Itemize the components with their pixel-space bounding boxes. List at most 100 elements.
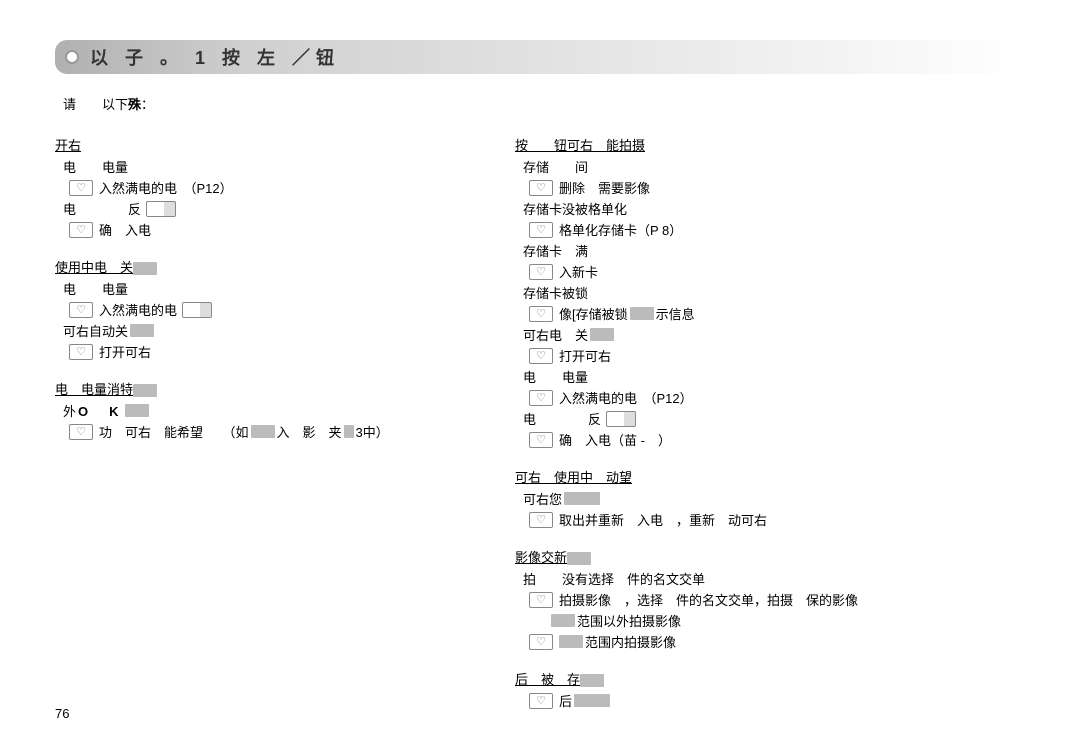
right-s3-head: 影像交新 xyxy=(515,547,1025,566)
intro-bold: 殊 xyxy=(128,97,141,112)
left-s1-l4: 确 入电 xyxy=(69,220,475,239)
right-s1-l5: 存储卡 满 xyxy=(523,241,1025,260)
right-s2-head: 可右 使用中 动望 xyxy=(515,467,1025,486)
heart-icon xyxy=(529,512,553,528)
heart-icon xyxy=(69,424,93,440)
left-s2-l4: 打开可右 xyxy=(69,342,475,361)
text: 像[存储被锁 xyxy=(559,304,628,323)
right-s3-l2: 拍摄影像 ，选择 件的名文交单，拍摄 保的影像 xyxy=(529,590,1025,609)
text: 格单化存储卡（P 8） xyxy=(559,220,682,239)
right-s1-l7: 存储卡被锁 xyxy=(523,283,1025,302)
text: 电 反 xyxy=(523,409,601,428)
right-s2-l1: 可右您 xyxy=(523,489,1025,508)
left-s3-head: 电 电量消特 xyxy=(55,379,475,398)
smudge xyxy=(251,425,275,438)
text: 电 电量 xyxy=(63,157,128,176)
right-s4-head: 后 被 存 xyxy=(515,669,1025,688)
smudge xyxy=(344,425,354,438)
heart-icon xyxy=(529,592,553,608)
header-title: 以 子 。 1 按 左 ／钮 xyxy=(90,48,340,68)
right-s1-l3: 存储卡没被格单化 xyxy=(523,199,1025,218)
heart-icon xyxy=(69,344,93,360)
card-icon xyxy=(182,302,212,318)
text: 拍摄影像 ，选择 件的名文交单，拍摄 保的影像 xyxy=(559,590,858,609)
page-number: 76 xyxy=(55,706,69,721)
smudge xyxy=(590,328,614,341)
left-s3-l1: 外O K xyxy=(63,401,475,420)
text: 入然满电的电 （P12） xyxy=(559,388,693,407)
text: 电 电量消特 xyxy=(55,382,133,397)
right-s4-l1: 后 xyxy=(529,691,1025,710)
heart-icon xyxy=(529,180,553,196)
page-header: 以 子 。 1 按 左 ／钮 xyxy=(55,40,1025,74)
left-s3-l2: 功 可右 能希望 （如 入 影 夹 3中） xyxy=(69,422,475,441)
heart-icon xyxy=(529,634,553,650)
heart-icon xyxy=(529,390,553,406)
left-s1-l3: 电 反 xyxy=(63,199,475,218)
text: 入然满电的电 xyxy=(99,300,177,319)
right-s1-l6: 入新卡 xyxy=(529,262,1025,281)
text: 示信息 xyxy=(656,304,695,323)
text: 电 反 xyxy=(63,199,141,218)
smudge xyxy=(574,694,610,707)
text: 后 被 存 xyxy=(515,672,580,687)
card-icon xyxy=(146,201,176,217)
text: 影像交新 xyxy=(515,550,567,565)
text: 功 可右 能希望 （如 xyxy=(99,422,249,441)
text: 删除 需要影像 xyxy=(559,178,650,197)
smudge xyxy=(133,384,157,397)
left-s2-l3: 可右自动关 xyxy=(63,321,475,340)
smudge xyxy=(630,307,654,320)
heart-icon xyxy=(529,306,553,322)
text: 电 电量 xyxy=(63,279,128,298)
heart-icon xyxy=(529,222,553,238)
heart-icon xyxy=(69,180,93,196)
text: 打开可右 xyxy=(99,342,151,361)
text: 拍 没有选择 件的名文交单 xyxy=(523,569,705,588)
right-s1-l9: 可右电 关 xyxy=(523,325,1025,344)
text: 外 xyxy=(63,401,76,420)
right-s1-l14: 确 入电（苗 - ） xyxy=(529,430,1025,449)
text: 3中） xyxy=(356,422,389,441)
right-s1-l11: 电 电量 xyxy=(523,367,1025,386)
heart-icon xyxy=(529,693,553,709)
left-s1-l2: 入然满电的电 （P12） xyxy=(69,178,475,197)
text: 范围以外拍摄影像 xyxy=(577,611,681,630)
text: 范围内拍摄影像 xyxy=(585,632,676,651)
smudge xyxy=(559,635,583,648)
text: 取出并重新 入电 ，重新 动可右 xyxy=(559,510,767,529)
text: 后 xyxy=(559,691,572,710)
text: O K xyxy=(78,401,123,420)
intro-prefix: 请 以下 xyxy=(63,97,128,112)
heart-icon xyxy=(69,302,93,318)
text: 入然满电的电 （P12） xyxy=(99,178,233,197)
text: 入 影 夹 xyxy=(277,422,342,441)
smudge xyxy=(551,614,575,627)
text: 可右您 xyxy=(523,489,562,508)
left-column: 开右 电 电量 入然满电的电 （P12） 电 反 确 入电 使用中电 关 电 电… xyxy=(55,129,475,712)
text: 使用中电 关 xyxy=(55,260,133,275)
heart-icon xyxy=(69,222,93,238)
smudge xyxy=(580,674,604,687)
right-s3-l4: 范围内拍摄影像 xyxy=(529,632,1025,651)
text: 存储卡没被格单化 xyxy=(523,199,627,218)
text: 存储 间 xyxy=(523,157,588,176)
smudge xyxy=(567,552,591,565)
right-s1-l4: 格单化存储卡（P 8） xyxy=(529,220,1025,239)
right-s1-l1: 存储 间 xyxy=(523,157,1025,176)
heart-icon xyxy=(529,348,553,364)
left-s2-l2: 入然满电的电 xyxy=(69,300,475,319)
text: 确 入电 xyxy=(99,220,151,239)
right-s1-l13: 电 反 xyxy=(523,409,1025,428)
two-columns: 开右 电 电量 入然满电的电 （P12） 电 反 确 入电 使用中电 关 电 电… xyxy=(55,129,1025,712)
heart-icon xyxy=(529,264,553,280)
smudge xyxy=(130,324,154,337)
text: 确 入电（苗 - ） xyxy=(559,430,671,449)
left-s2-head: 使用中电 关 xyxy=(55,257,475,276)
text: 存储卡 满 xyxy=(523,241,588,260)
text: 可右电 关 xyxy=(523,325,588,344)
intro-suffix: ： xyxy=(141,97,154,112)
right-s3-l3: 范围以外拍摄影像 xyxy=(529,611,1025,630)
right-s1-l8: 像[存储被锁 示信息 xyxy=(529,304,1025,323)
left-s1-head: 开右 xyxy=(55,135,475,154)
